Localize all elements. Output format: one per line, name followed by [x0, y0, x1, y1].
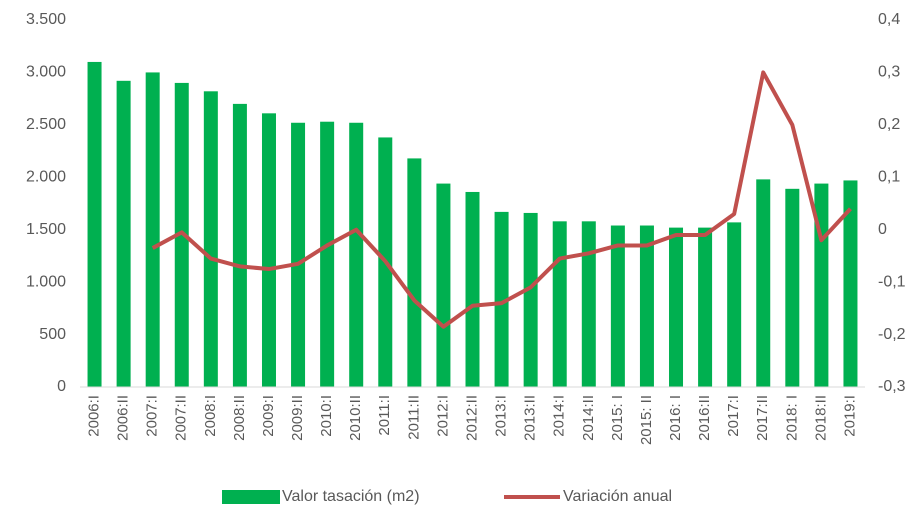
- x-tick-label: 2018:II: [812, 395, 829, 441]
- x-tick-label: 2015: I: [609, 395, 626, 441]
- bar: [232, 103, 247, 387]
- bar: [291, 122, 306, 387]
- bar: [349, 122, 364, 387]
- bar: [756, 179, 771, 387]
- y2-tick-label: 0,2: [878, 116, 900, 133]
- y-tick-label: 2.500: [26, 116, 66, 133]
- x-tick-label: 2019:I: [841, 395, 858, 437]
- x-tick-label: 2012:II: [463, 395, 480, 441]
- x-tick-label: 2012:I: [434, 395, 451, 437]
- x-tick-label: 2017:I: [725, 395, 742, 437]
- y2-tick-label: 0,3: [878, 64, 900, 81]
- y-tick-label: 0: [57, 378, 66, 395]
- y2-tick-label: -0,3: [878, 378, 906, 395]
- y-tick-label: 3.500: [26, 11, 66, 28]
- bar: [494, 211, 509, 387]
- bar: [465, 191, 480, 387]
- x-tick-label: 2008:I: [202, 395, 219, 437]
- bar: [552, 221, 567, 387]
- bar: [436, 183, 451, 387]
- x-tick-label: 2010:I: [318, 395, 335, 437]
- y2-tick-label: 0,1: [878, 169, 900, 186]
- x-tick-label: 2013:I: [493, 395, 510, 437]
- x-tick-label: 2009:II: [289, 395, 306, 441]
- x-tick-label: 2014:II: [580, 395, 597, 441]
- x-tick-label: 2016: I: [667, 395, 684, 441]
- x-tick-label: 2009:I: [260, 395, 277, 437]
- x-tick-label: 2011:I: [376, 395, 393, 436]
- x-tick-label: 2007:I: [144, 395, 161, 437]
- legend-label: Variación anual: [563, 488, 672, 505]
- bar: [610, 225, 625, 387]
- bar: [639, 225, 654, 387]
- x-tick-label: 2008:II: [231, 395, 248, 441]
- bar: [261, 113, 276, 387]
- x-tick-label: 2010:II: [347, 395, 364, 441]
- x-tick-label: 2015: II: [638, 395, 655, 445]
- bar: [727, 222, 742, 387]
- y2-tick-label: 0: [878, 221, 887, 238]
- bar: [203, 91, 218, 387]
- bar: [669, 227, 684, 387]
- bar: [843, 180, 858, 387]
- y2-tick-label: -0,1: [878, 273, 906, 290]
- x-tick-label: 2014:I: [551, 395, 568, 437]
- bar: [145, 72, 160, 387]
- y-tick-label: 1.500: [26, 221, 66, 238]
- bar: [116, 80, 131, 388]
- bar: [698, 227, 713, 387]
- bar: [87, 61, 102, 387]
- bar: [523, 212, 538, 387]
- x-tick-label: 2017:II: [754, 395, 771, 441]
- line: [151, 70, 852, 329]
- x-tick-label: 2007:II: [173, 395, 190, 441]
- y2-tick-label: -0,2: [878, 326, 906, 343]
- x-tick-label: 2006:II: [115, 395, 132, 441]
- y-tick-label: 3.000: [26, 64, 66, 81]
- y-tick-label: 2.000: [26, 169, 66, 186]
- x-tick-label: 2011:II: [405, 395, 422, 440]
- bar: [407, 158, 422, 387]
- legend-swatch: [222, 490, 280, 504]
- bar: [785, 188, 800, 387]
- y-tick-label: 1.000: [26, 273, 66, 290]
- y-tick-label: 500: [39, 326, 66, 343]
- legend-label: Valor tasación (m2): [282, 488, 420, 505]
- bar: [320, 121, 335, 387]
- x-tick-label: 2016:II: [696, 395, 713, 441]
- bar: [581, 221, 596, 387]
- x-tick-label: 2006:I: [86, 395, 103, 437]
- x-tick-label: 2018: I: [783, 395, 800, 441]
- y2-tick-label: 0,4: [878, 11, 900, 28]
- x-tick-label: 2013:II: [522, 395, 539, 441]
